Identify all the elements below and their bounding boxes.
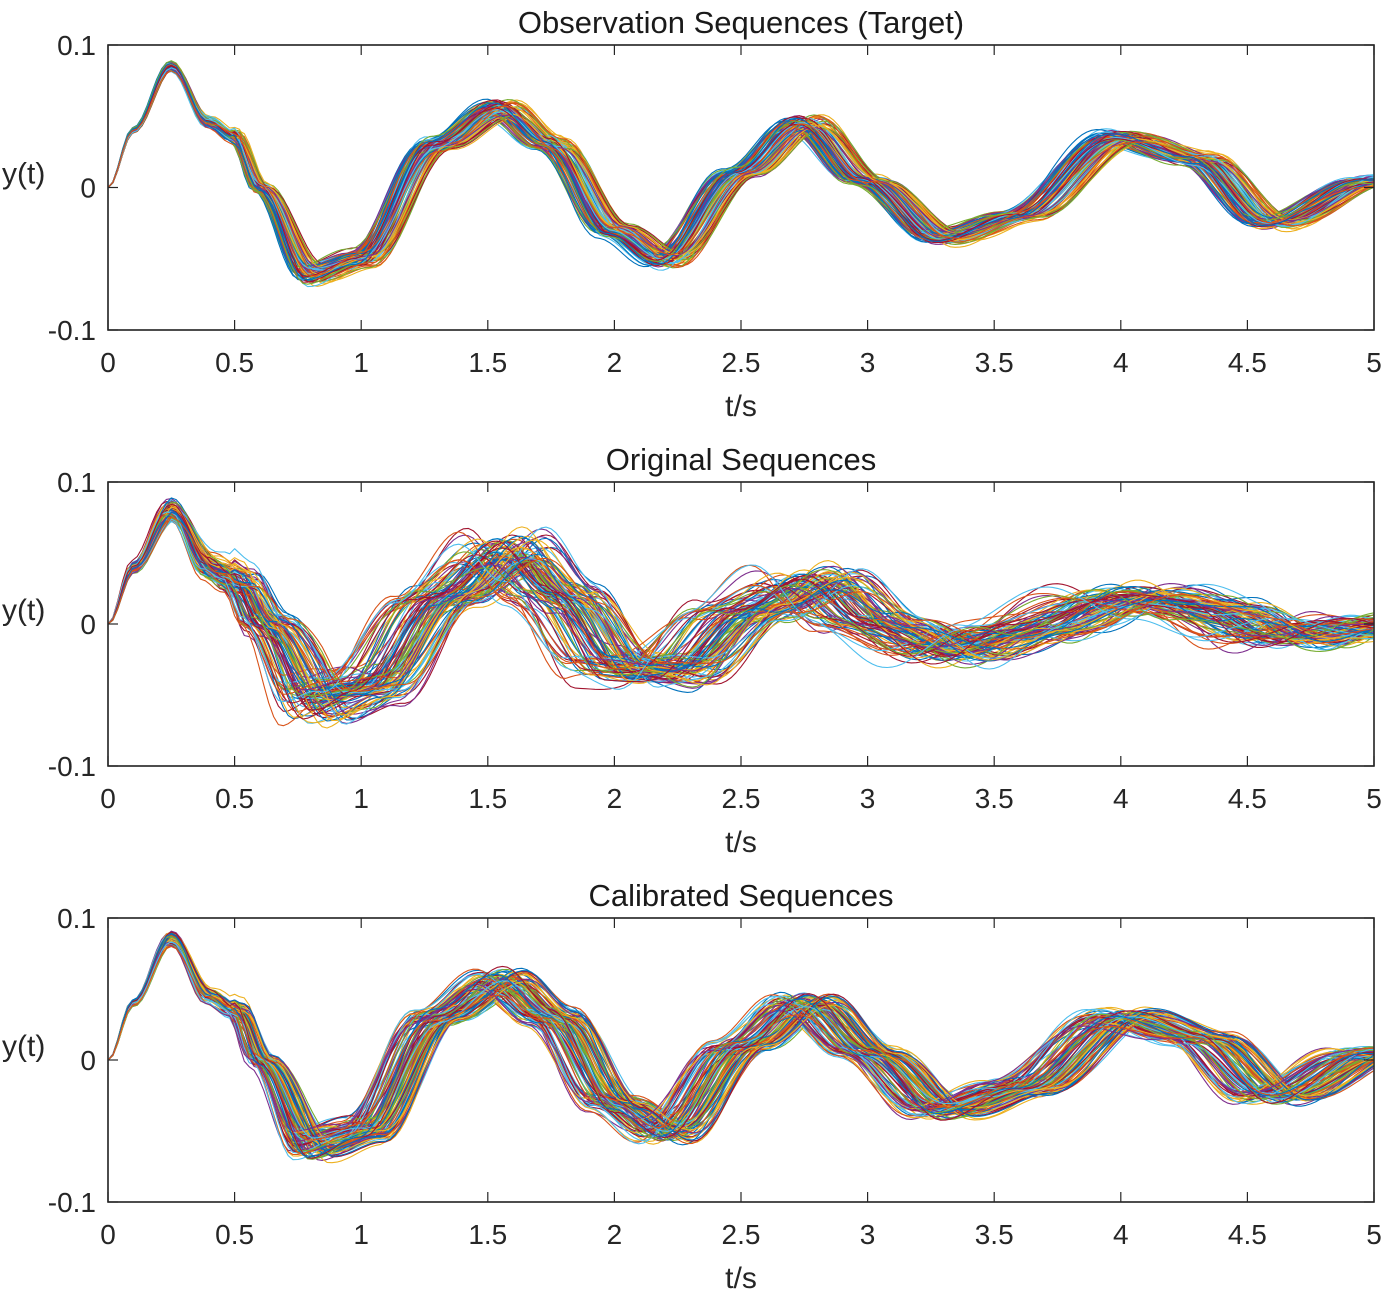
series-line	[108, 511, 1374, 703]
y-axis-label: y(t)	[2, 158, 45, 191]
x-tick-label: 1.5	[468, 783, 507, 814]
x-tick-label: 3	[860, 1219, 876, 1250]
series-line	[108, 513, 1374, 685]
y-tick-label: 0.1	[57, 903, 96, 934]
series-line	[108, 501, 1374, 708]
series-line	[108, 499, 1374, 724]
y-tick-label: 0.1	[57, 467, 96, 498]
series-line	[108, 944, 1374, 1133]
x-tick-label: 3	[860, 347, 876, 378]
series-group	[108, 60, 1374, 288]
x-axis-label: t/s	[725, 1262, 757, 1295]
series-line	[108, 70, 1374, 277]
series-line	[108, 941, 1374, 1142]
x-tick-label: 2	[607, 1219, 623, 1250]
x-tick-label: 2.5	[722, 347, 761, 378]
series-line	[108, 934, 1374, 1157]
series-line	[108, 506, 1374, 701]
series-group	[108, 930, 1374, 1164]
series-line	[108, 514, 1374, 697]
series-line	[108, 930, 1374, 1161]
chart-panel-3: Calibrated Sequences 0 0.5 1 1.5 2 2.5 3 3.5 4 4.5…	[2, 878, 1382, 1295]
series-line	[108, 935, 1374, 1152]
series-line	[108, 931, 1374, 1159]
y-tick-label: 0	[80, 1045, 96, 1076]
x-tick-label: 1	[353, 1219, 369, 1250]
x-tick-label: 5	[1366, 347, 1382, 378]
series-line	[108, 68, 1374, 268]
x-tick-label: 2	[607, 347, 623, 378]
x-tick-label: 0.5	[215, 783, 254, 814]
x-tick-label: 4	[1113, 347, 1129, 378]
x-tick-label: 2.5	[722, 783, 761, 814]
series-line	[108, 506, 1374, 716]
series-line	[108, 945, 1374, 1141]
x-tick-label: 4.5	[1228, 347, 1267, 378]
x-axis-label: t/s	[725, 826, 757, 859]
series-line	[108, 509, 1374, 704]
chart-title: Calibrated Sequences	[588, 878, 893, 913]
y-tick-label: 0.1	[57, 30, 96, 61]
series-line	[108, 62, 1374, 281]
chart-title: Observation Sequences (Target)	[518, 5, 964, 40]
series-line	[108, 67, 1374, 270]
x-tick-label: 4.5	[1228, 783, 1267, 814]
y-tick-label: 0	[80, 609, 96, 640]
x-tick-label: 1	[353, 347, 369, 378]
series-line	[108, 515, 1374, 691]
series-line	[108, 939, 1374, 1144]
y-tick-label: -0.1	[48, 1187, 96, 1218]
series-group	[108, 497, 1374, 729]
series-line	[108, 500, 1374, 715]
y-tick-label: -0.1	[48, 751, 96, 782]
x-tick-label: 3	[860, 783, 876, 814]
x-tick-label: 0.5	[215, 1219, 254, 1250]
x-tick-label: 1.5	[468, 1219, 507, 1250]
chart-panel-1: Observation Sequences (Target) 0 0.5 1 1.5 2 2…	[2, 5, 1382, 423]
plot-area	[107, 44, 1375, 331]
x-tick-label: 1	[353, 783, 369, 814]
series-line	[108, 513, 1374, 695]
series-line	[108, 516, 1374, 692]
x-tick-label: 2	[607, 783, 623, 814]
x-tick-label: 4	[1113, 1219, 1129, 1250]
x-tick-label: 3.5	[975, 347, 1014, 378]
x-tick-label: 5	[1366, 783, 1382, 814]
y-axis-label: y(t)	[2, 1030, 45, 1063]
series-line	[108, 62, 1374, 280]
x-tick-label: 4.5	[1228, 1219, 1267, 1250]
x-tick-label: 0.5	[215, 347, 254, 378]
y-tick-label: -0.1	[48, 315, 96, 346]
series-line	[108, 518, 1374, 694]
x-tick-label: 0	[100, 347, 116, 378]
x-tick-label: 5	[1366, 1219, 1382, 1250]
series-line	[108, 511, 1374, 703]
series-line	[108, 933, 1374, 1158]
series-line	[108, 932, 1374, 1151]
y-axis-label: y(t)	[2, 594, 45, 627]
x-tick-label: 0	[100, 783, 116, 814]
x-tick-label: 1.5	[468, 347, 507, 378]
y-tick-label: 0	[80, 173, 96, 204]
x-tick-label: 3.5	[975, 1219, 1014, 1250]
series-line	[108, 68, 1374, 268]
x-axis-label: t/s	[725, 390, 757, 423]
x-tick-label: 4	[1113, 783, 1129, 814]
x-tick-label: 0	[100, 1219, 116, 1250]
chart-title: Original Sequences	[606, 442, 877, 477]
x-tick-label: 2.5	[722, 1219, 761, 1250]
x-tick-label: 3.5	[975, 783, 1014, 814]
chart-panel-2: Original Sequences 0 0.5 1 1.5 2 2.5 3 3.5 4 4.5 5 0…	[2, 442, 1382, 859]
